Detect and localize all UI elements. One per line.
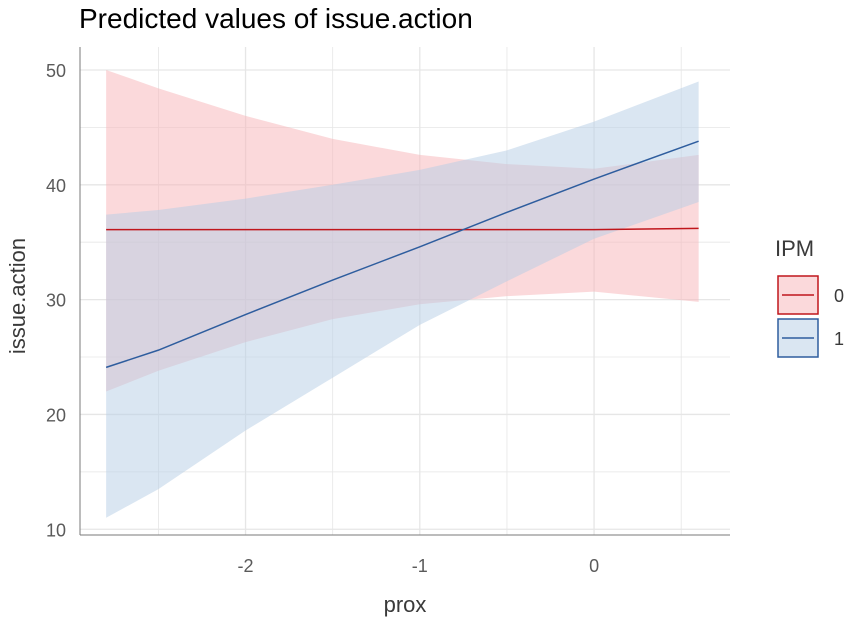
legend: IPM 0 1 [775,236,844,358]
chart-title: Predicted values of issue.action [79,3,473,34]
legend-title: IPM [775,236,814,261]
legend-label-ipm-1: 1 [834,329,844,349]
legend-label-ipm-0: 0 [834,286,844,306]
confidence-bands [106,69,699,518]
prediction-line-ipm-1 [105,140,699,369]
x-tick-label: -1 [412,556,428,576]
x-axis-title: prox [384,592,427,617]
prediction-line-ipm-0 [106,227,699,231]
x-tick-labels: -2 -1 0 [238,556,600,576]
y-tick-label: 50 [46,61,66,81]
y-axis-title: issue.action [5,238,30,354]
y-tick-label: 20 [46,405,66,425]
x-tick-label: 0 [589,556,599,576]
prediction-lines [105,140,699,369]
x-tick-label: -2 [238,556,254,576]
y-tick-label: 30 [46,291,66,311]
y-tick-label: 40 [46,176,66,196]
confidence-band-ipm-1 [106,81,699,518]
y-tick-labels: 10 20 30 40 50 [46,61,66,540]
y-tick-label: 10 [46,520,66,540]
